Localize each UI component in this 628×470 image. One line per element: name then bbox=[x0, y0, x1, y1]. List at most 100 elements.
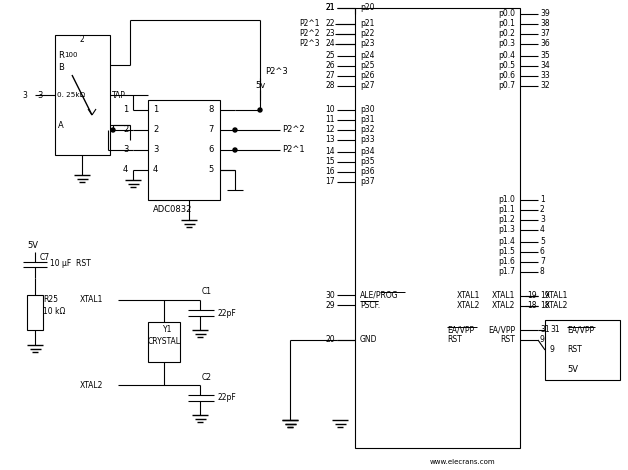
Text: p27: p27 bbox=[360, 81, 374, 91]
Text: 17: 17 bbox=[325, 178, 335, 187]
Text: p0.7: p0.7 bbox=[498, 81, 515, 91]
Text: P2^2: P2^2 bbox=[300, 30, 320, 39]
Text: 6: 6 bbox=[540, 248, 545, 257]
Text: 2: 2 bbox=[80, 36, 84, 45]
Text: 19: 19 bbox=[527, 291, 536, 300]
Text: p21: p21 bbox=[360, 19, 374, 29]
Text: 5V: 5V bbox=[27, 241, 38, 250]
Text: p31: p31 bbox=[360, 116, 374, 125]
Text: XTAL1: XTAL1 bbox=[80, 296, 104, 305]
Text: 4: 4 bbox=[540, 226, 545, 235]
Text: p0.0: p0.0 bbox=[498, 9, 515, 18]
Text: EA/VPP: EA/VPP bbox=[567, 326, 594, 335]
Text: 26: 26 bbox=[325, 62, 335, 70]
Text: XTAL1: XTAL1 bbox=[545, 291, 568, 300]
Text: 13: 13 bbox=[325, 135, 335, 144]
Text: GND: GND bbox=[360, 336, 377, 345]
Text: XTAL2: XTAL2 bbox=[545, 301, 568, 311]
Text: 25: 25 bbox=[325, 52, 335, 61]
Text: XTAL1: XTAL1 bbox=[457, 291, 480, 300]
Text: 18: 18 bbox=[540, 301, 550, 311]
Text: p0.6: p0.6 bbox=[498, 71, 515, 80]
Text: p1.0: p1.0 bbox=[498, 196, 515, 204]
Text: p26: p26 bbox=[360, 71, 374, 80]
Text: p1.7: p1.7 bbox=[498, 267, 515, 276]
Text: p32: p32 bbox=[360, 125, 374, 134]
Text: 5V: 5V bbox=[567, 366, 578, 375]
Text: p0.5: p0.5 bbox=[498, 62, 515, 70]
Text: R: R bbox=[58, 50, 64, 60]
Text: p35: p35 bbox=[360, 157, 375, 166]
Text: 1: 1 bbox=[123, 105, 128, 115]
Text: EA/VPP: EA/VPP bbox=[447, 326, 474, 335]
Text: 100: 100 bbox=[64, 52, 77, 58]
Text: p37: p37 bbox=[360, 178, 375, 187]
Text: 4: 4 bbox=[153, 165, 158, 174]
Circle shape bbox=[258, 108, 262, 112]
Text: p34: p34 bbox=[360, 148, 375, 157]
Bar bbox=[545, 320, 620, 380]
Text: 5: 5 bbox=[540, 237, 545, 246]
Text: 15: 15 bbox=[325, 157, 335, 166]
Text: p1.6: p1.6 bbox=[498, 258, 515, 266]
Text: 34: 34 bbox=[540, 62, 550, 70]
Text: 23: 23 bbox=[325, 30, 335, 39]
Text: p20: p20 bbox=[360, 3, 374, 13]
Text: p0.3: p0.3 bbox=[498, 39, 515, 48]
Text: C1: C1 bbox=[202, 288, 212, 297]
Text: ADC0832: ADC0832 bbox=[153, 205, 192, 214]
Circle shape bbox=[111, 128, 115, 132]
Text: 5v: 5v bbox=[255, 81, 265, 91]
Text: p1.3: p1.3 bbox=[498, 226, 515, 235]
Circle shape bbox=[233, 128, 237, 132]
Text: P2^3: P2^3 bbox=[265, 68, 288, 77]
Text: 3: 3 bbox=[37, 91, 42, 100]
Text: 1: 1 bbox=[540, 196, 544, 204]
Text: A: A bbox=[58, 120, 64, 130]
Text: 19: 19 bbox=[540, 291, 550, 300]
Text: 8: 8 bbox=[208, 105, 214, 115]
Text: 3: 3 bbox=[123, 146, 128, 155]
Text: p23: p23 bbox=[360, 39, 374, 48]
Text: www.elecrans.com: www.elecrans.com bbox=[430, 459, 495, 465]
Bar bbox=[148, 322, 180, 362]
Text: 3: 3 bbox=[22, 91, 27, 100]
Text: p1.5: p1.5 bbox=[498, 248, 515, 257]
Text: 31: 31 bbox=[540, 326, 550, 335]
Text: 30: 30 bbox=[325, 290, 335, 299]
Text: 32: 32 bbox=[540, 81, 550, 91]
Text: 10 kΩ: 10 kΩ bbox=[43, 307, 65, 316]
Text: 21: 21 bbox=[325, 3, 335, 13]
Text: P2^3: P2^3 bbox=[300, 39, 320, 48]
Text: 38: 38 bbox=[540, 19, 550, 29]
Text: p30: p30 bbox=[360, 105, 375, 115]
Text: XTAL2: XTAL2 bbox=[80, 381, 104, 390]
Text: 12: 12 bbox=[325, 125, 335, 134]
Text: 22pF: 22pF bbox=[218, 308, 237, 318]
Text: RST: RST bbox=[501, 336, 515, 345]
Text: 9: 9 bbox=[540, 336, 545, 345]
Text: 27: 27 bbox=[325, 71, 335, 80]
Circle shape bbox=[233, 148, 237, 152]
Text: p24: p24 bbox=[360, 52, 374, 61]
Text: p36: p36 bbox=[360, 167, 375, 177]
Text: 11: 11 bbox=[325, 116, 335, 125]
Text: p25: p25 bbox=[360, 62, 374, 70]
Text: 3: 3 bbox=[153, 146, 158, 155]
Text: 33: 33 bbox=[540, 71, 550, 80]
Text: ALE/PROG: ALE/PROG bbox=[360, 290, 399, 299]
Text: 9: 9 bbox=[550, 345, 555, 354]
Bar bbox=[55, 35, 110, 155]
Text: p1.4: p1.4 bbox=[498, 237, 515, 246]
Text: 2: 2 bbox=[123, 125, 128, 134]
Text: CRYSTAL: CRYSTAL bbox=[148, 337, 181, 346]
Text: p1.1: p1.1 bbox=[498, 205, 515, 214]
Text: EA/VPP: EA/VPP bbox=[488, 326, 515, 335]
Text: Y1: Y1 bbox=[163, 326, 172, 335]
Text: 28: 28 bbox=[325, 81, 335, 91]
Text: 22pF: 22pF bbox=[218, 393, 237, 402]
Text: XTAL1: XTAL1 bbox=[492, 291, 515, 300]
Text: 8: 8 bbox=[540, 267, 544, 276]
Text: p0.1: p0.1 bbox=[498, 19, 515, 29]
Text: 7: 7 bbox=[208, 125, 214, 134]
